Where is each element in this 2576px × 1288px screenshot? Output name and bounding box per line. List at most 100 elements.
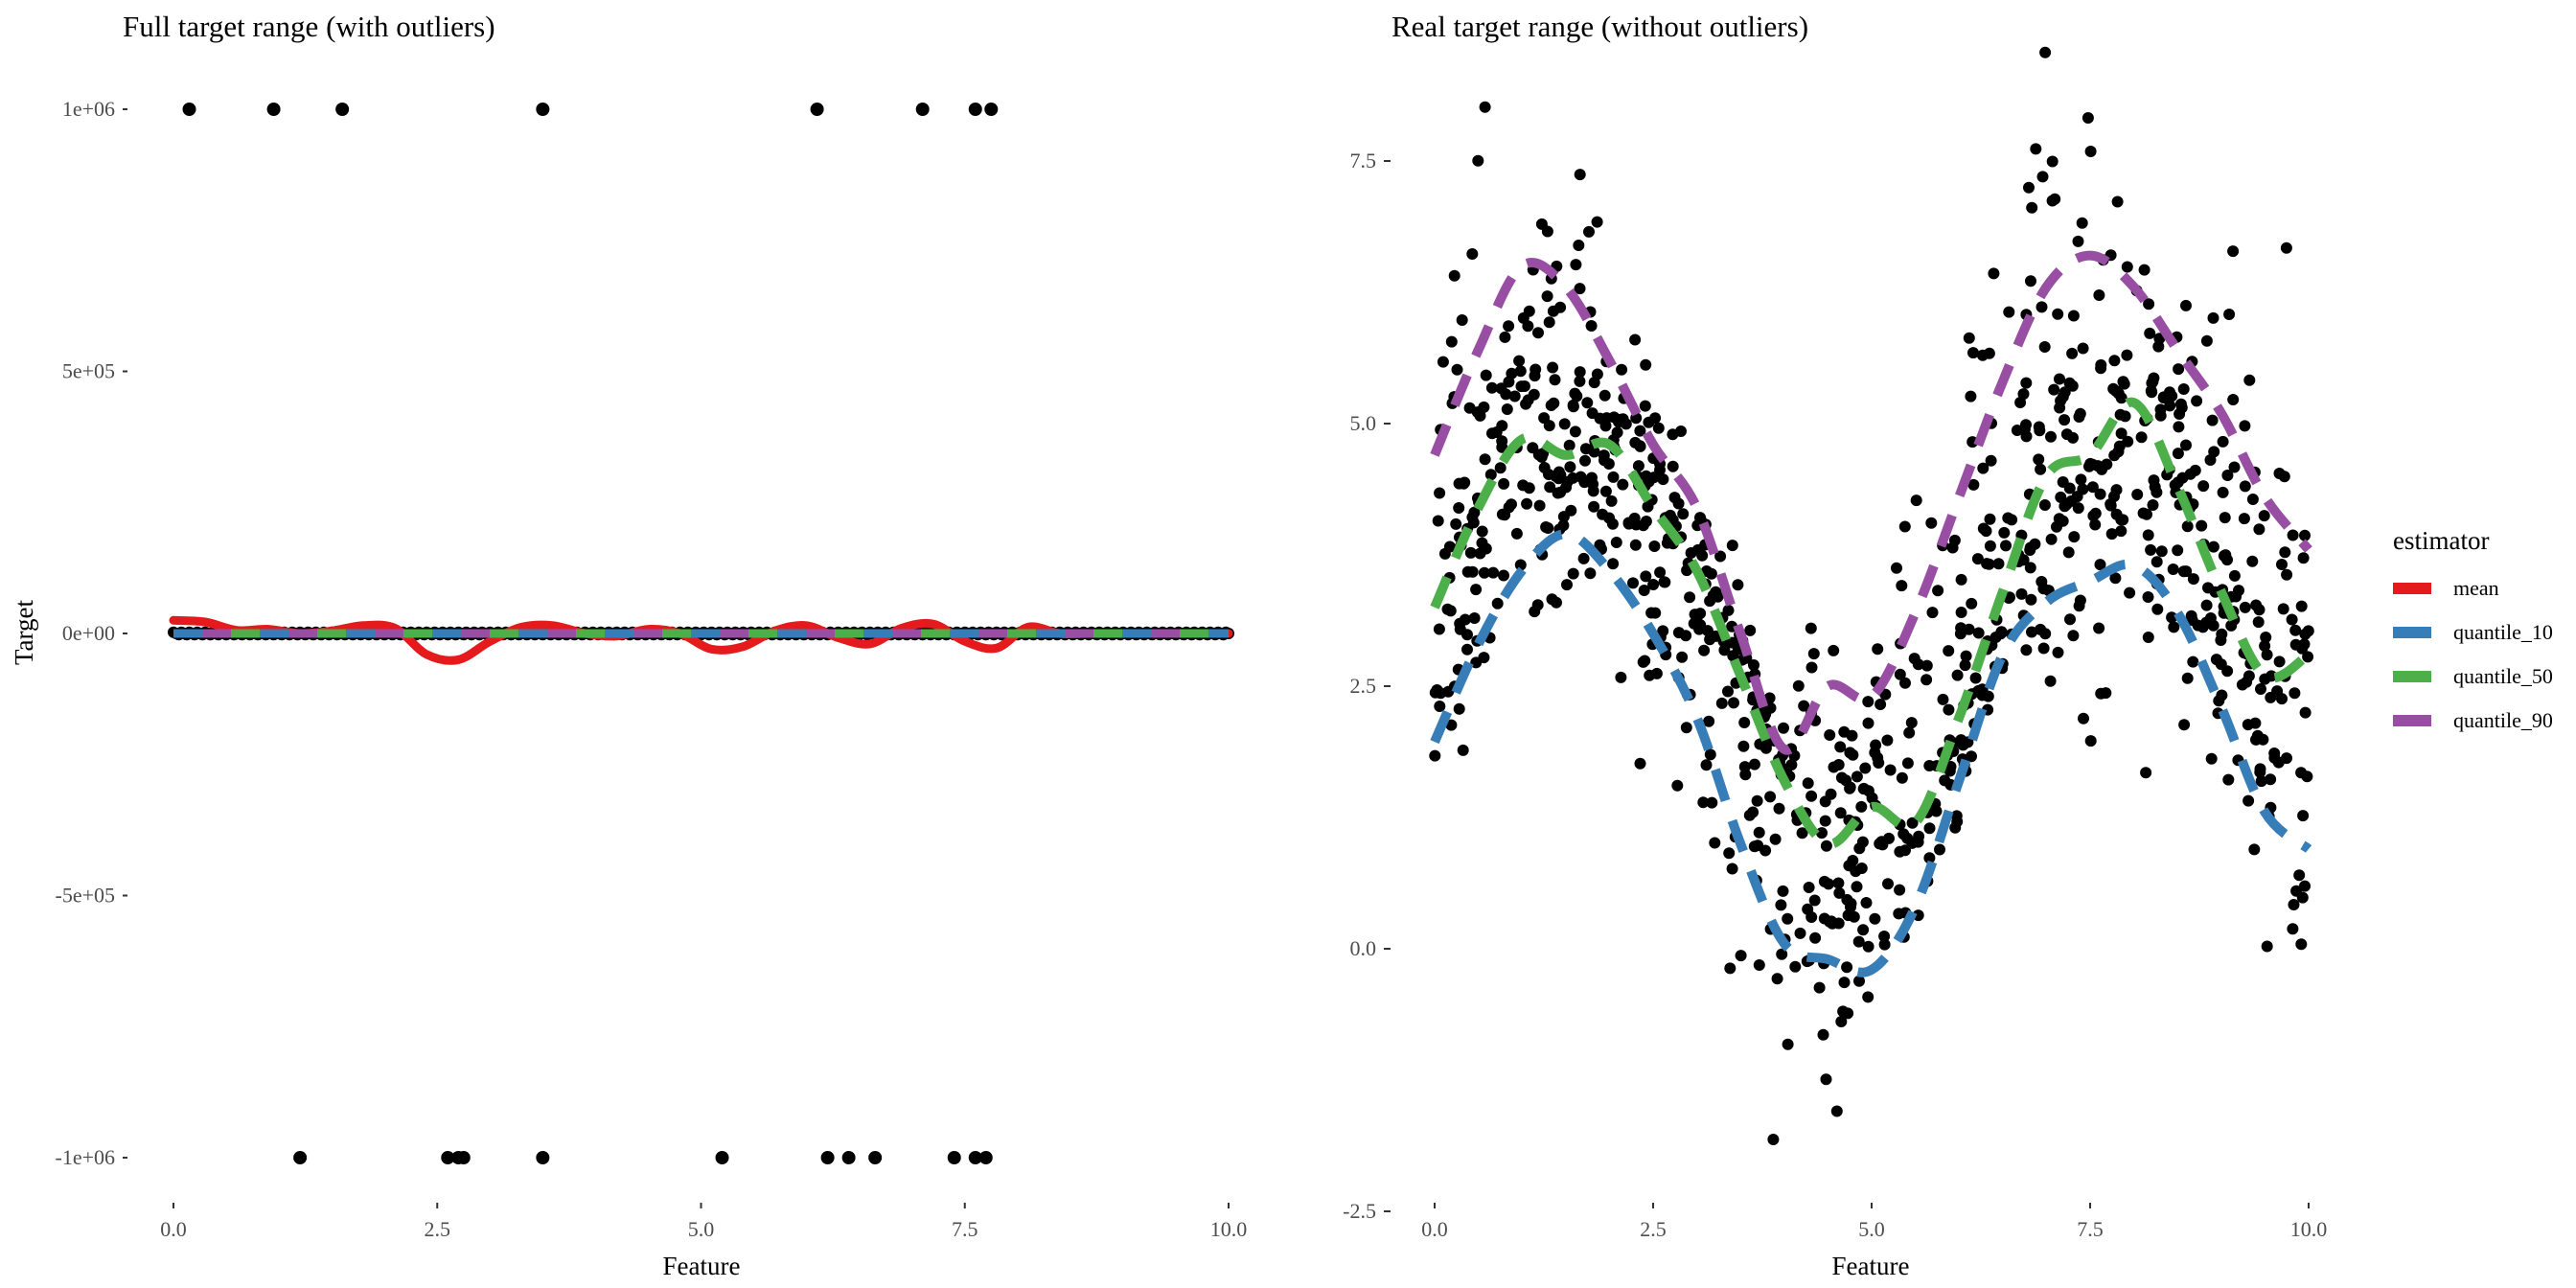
- data-point: [1541, 290, 1553, 303]
- data-point: [2166, 611, 2178, 624]
- data-point: [2227, 394, 2240, 405]
- data-point: [2138, 264, 2150, 276]
- data-point: [2093, 289, 2105, 301]
- data-point: [2093, 622, 2105, 634]
- y-tick-label: 2.5: [1350, 674, 1377, 698]
- data-point: [1874, 838, 1886, 850]
- data-point: [2189, 464, 2201, 476]
- data-point: [2180, 565, 2193, 578]
- data-point: [1963, 332, 1975, 344]
- data-point: [2167, 564, 2179, 575]
- data-point: [2045, 430, 2057, 443]
- data-point: [1598, 449, 1610, 462]
- data-point: [2115, 525, 2128, 538]
- data-point: [1587, 478, 1599, 491]
- data-point: [2124, 586, 2136, 599]
- data-point: [2067, 630, 2080, 642]
- data-point: [1432, 515, 1444, 527]
- data-point: [2228, 569, 2241, 582]
- data-point: [2115, 427, 2128, 440]
- data-point: [1487, 566, 1500, 579]
- data-point: [2072, 502, 2084, 515]
- data-point: [1920, 659, 1933, 672]
- outlier-point: [536, 1151, 550, 1164]
- data-point: [2086, 481, 2099, 494]
- data-point: [1727, 650, 1739, 662]
- data-point: [2073, 411, 2085, 423]
- data-point: [2151, 603, 2164, 615]
- data-point: [1574, 169, 1586, 181]
- data-point: [1792, 679, 1805, 692]
- data-point: [1529, 370, 1541, 382]
- data-point: [1894, 884, 1906, 896]
- data-point: [1642, 500, 1654, 513]
- data-point: [2280, 242, 2292, 254]
- data-point: [1676, 651, 1689, 663]
- data-point: [1817, 1028, 1829, 1041]
- data-point: [1937, 693, 1949, 705]
- data-point: [1429, 749, 1441, 762]
- data-point: [2039, 46, 2052, 58]
- data-point: [1923, 822, 1936, 835]
- data-point: [1832, 877, 1845, 889]
- data-point: [2045, 533, 2058, 545]
- data-point: [1925, 517, 1938, 529]
- data-point: [2200, 334, 2213, 347]
- data-point: [2131, 489, 2144, 500]
- data-point: [1738, 717, 1751, 728]
- data-point: [1544, 481, 1556, 494]
- y-tick-label: 1e+06: [62, 97, 115, 121]
- data-point: [1789, 960, 1802, 973]
- data-point: [1579, 454, 1591, 467]
- data-point: [1709, 837, 1721, 849]
- data-point: [2145, 384, 2157, 397]
- data-point: [2025, 275, 2036, 288]
- data-point: [2094, 559, 2106, 571]
- data-point: [1796, 827, 1808, 840]
- data-point: [1547, 361, 1559, 374]
- data-point: [1610, 537, 1622, 548]
- data-point: [2142, 632, 2154, 643]
- panel-real-range: Real target range (without outliers) Fea…: [1343, 10, 2327, 1280]
- data-point: [1496, 508, 1508, 520]
- y-tick-label: 5e+05: [62, 359, 115, 383]
- panel2-plot-area: [1429, 46, 2314, 1145]
- quantile_10-line: [1430, 529, 2312, 978]
- x-tick-label: 2.5: [1640, 1217, 1667, 1241]
- data-point: [2215, 658, 2227, 671]
- data-point: [2086, 458, 2099, 471]
- data-point: [1862, 717, 1874, 729]
- data-point: [1932, 585, 1944, 597]
- data-point: [1591, 216, 1603, 228]
- data-point: [1705, 567, 1717, 580]
- data-point: [1735, 950, 1747, 962]
- data-point: [1574, 283, 1586, 295]
- data-point: [2246, 555, 2259, 567]
- data-point: [1570, 259, 1582, 271]
- data-point: [2057, 515, 2069, 527]
- data-point: [2242, 670, 2255, 682]
- data-point: [1506, 367, 1518, 380]
- data-point: [1667, 460, 1679, 472]
- data-point: [1464, 546, 1477, 559]
- data-point: [1955, 573, 1967, 586]
- data-point: [2281, 752, 2292, 765]
- data-point: [1581, 397, 1594, 409]
- data-point: [2067, 310, 2080, 322]
- data-point: [2178, 719, 2191, 731]
- data-point: [1872, 643, 1884, 656]
- data-point: [1451, 363, 1463, 376]
- data-point: [1471, 406, 1484, 419]
- x-tick-label: 10.0: [2290, 1217, 2328, 1241]
- data-point: [2221, 554, 2233, 566]
- data-point: [2035, 463, 2047, 475]
- data-point: [1959, 659, 1971, 672]
- data-point: [1966, 597, 1978, 610]
- data-point: [1834, 807, 1847, 819]
- data-point: [1638, 585, 1650, 596]
- data-point: [1901, 757, 1914, 770]
- data-point: [1820, 1073, 1832, 1086]
- data-point: [1844, 782, 1856, 794]
- data-point: [1643, 416, 1655, 428]
- data-point: [1491, 597, 1504, 610]
